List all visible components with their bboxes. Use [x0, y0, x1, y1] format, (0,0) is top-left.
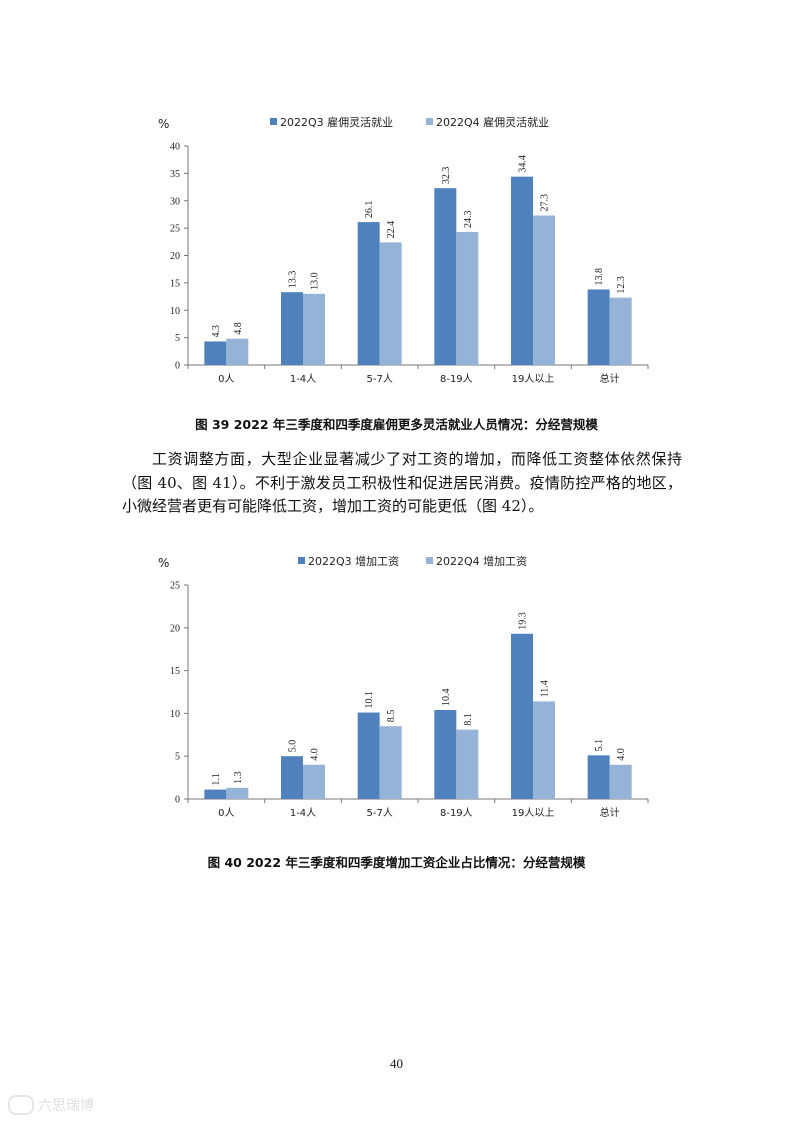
y-tick-label: 20	[170, 623, 180, 634]
legend-label: 2022Q4 增加工资	[436, 554, 527, 568]
figure-caption-40: 图 40 2022 年三季度和四季度增加工资企业占比情况：分经营规模	[207, 855, 586, 870]
bar	[379, 242, 402, 365]
chart-fig40: % 2022Q3 增加工资 2022Q4 增加工资 0 5 10 15 20 25 0人 1.1 1.…	[150, 545, 670, 830]
bar	[281, 292, 303, 365]
x-tick-label: 8-19人	[440, 807, 473, 819]
data-label: 8.5	[386, 710, 397, 723]
y-tick-label: 35	[170, 169, 180, 180]
y-tick-label: 5	[175, 752, 180, 763]
bar	[587, 289, 610, 365]
bar	[533, 701, 555, 799]
y-unit-label: %	[158, 556, 169, 570]
data-label: 11.4	[540, 680, 551, 697]
bar	[357, 712, 380, 799]
data-label: 34.4	[518, 155, 529, 173]
bar	[379, 726, 402, 799]
data-label: 32.3	[441, 167, 452, 185]
data-label: 1.1	[211, 773, 222, 786]
y-tick-label: 0	[175, 361, 180, 372]
y-tick-label: 0	[175, 795, 180, 806]
page-number: 40	[390, 1056, 403, 1071]
data-label: 4.0	[616, 748, 627, 761]
watermark: 六思瑞博	[8, 1095, 94, 1115]
bar	[434, 709, 457, 799]
bar	[303, 764, 325, 799]
bar	[587, 755, 610, 799]
data-label: 27.3	[540, 194, 551, 212]
y-tick-label: 25	[170, 224, 180, 235]
bar	[357, 222, 380, 365]
y-tick-label: 15	[170, 278, 180, 289]
data-label: 13.0	[310, 272, 321, 290]
x-tick-label: 0人	[218, 807, 234, 819]
bar	[204, 789, 227, 799]
y-tick-label: 15	[170, 666, 180, 677]
body-paragraph: 工资调整方面，大型企业显著减少了对工资的增加，而降低工资整体依然保持（图 40、…	[122, 450, 682, 515]
y-tick-label: 40	[170, 142, 180, 153]
x-tick-label: 总计	[600, 806, 620, 819]
chart-fig40-svg: % 2022Q3 增加工资 2022Q4 增加工资 0 5 10 15 20 25 0人 1.1 1.…	[158, 554, 649, 819]
bar	[434, 188, 457, 365]
data-label: 10.1	[364, 691, 375, 709]
bar	[204, 341, 227, 365]
bar	[226, 338, 249, 365]
x-tick-label: 总计	[600, 372, 620, 385]
x-tick-label: 8-19人	[440, 373, 473, 385]
data-label: 5.1	[594, 739, 605, 752]
x-tick-label: 0人	[218, 373, 234, 385]
data-label: 4.0	[310, 748, 321, 761]
y-tick-label: 25	[170, 581, 180, 592]
legend-swatch	[298, 557, 305, 564]
legend-swatch	[426, 557, 433, 564]
legend-swatch	[426, 118, 433, 125]
bar	[226, 787, 249, 799]
watermark-logo-icon	[8, 1095, 34, 1115]
x-tick-label: 5-7人	[366, 807, 392, 819]
data-label: 10.4	[441, 688, 452, 706]
bar	[303, 293, 325, 365]
data-label: 4.8	[233, 322, 244, 335]
y-tick-label: 10	[170, 709, 180, 720]
bar	[609, 297, 632, 365]
data-label: 1.3	[233, 771, 244, 784]
x-tick-label: 19人以上	[512, 807, 555, 819]
x-tick-label: 19人以上	[512, 373, 555, 385]
legend-label: 2022Q3 雇佣灵活就业	[280, 115, 393, 129]
bar	[456, 729, 479, 799]
data-label: 12.3	[616, 276, 627, 294]
bar	[281, 756, 303, 799]
bar	[456, 231, 479, 365]
y-tick-label: 30	[170, 196, 180, 207]
data-label: 24.3	[463, 210, 474, 228]
y-tick-label: 20	[170, 251, 180, 262]
chart-fig39: % 2022Q3 雇佣灵活就业 2022Q4 雇佣灵活就业 0 5 10 15 20 25 30 3…	[150, 100, 670, 400]
data-label: 19.3	[518, 612, 529, 630]
x-tick-label: 5-7人	[366, 373, 392, 385]
x-tick-label: 1-4人	[290, 807, 316, 819]
y-tick-label: 5	[175, 333, 180, 344]
legend-label: 2022Q4 雇佣灵活就业	[436, 115, 549, 129]
x-tick-label: 1-4人	[290, 373, 316, 385]
legend-label: 2022Q3 增加工资	[308, 554, 399, 568]
y-tick-label: 10	[170, 306, 180, 317]
data-label: 8.1	[463, 713, 474, 726]
bar	[511, 176, 533, 365]
watermark-text: 六思瑞博	[38, 1098, 94, 1114]
data-label: 26.1	[364, 201, 375, 219]
y-unit-label: %	[158, 117, 169, 131]
data-label: 4.3	[211, 325, 222, 338]
bar	[511, 633, 533, 799]
data-label: 22.4	[386, 221, 397, 239]
bar	[609, 764, 632, 799]
figure-caption-39: 图 39 2022 年三季度和四季度雇佣更多灵活就业人员情况：分经营规模	[195, 417, 598, 432]
data-label: 13.8	[594, 268, 605, 286]
bar	[533, 215, 555, 365]
data-label: 13.3	[288, 271, 299, 289]
chart-fig39-svg: % 2022Q3 雇佣灵活就业 2022Q4 雇佣灵活就业 0 5 10 15 20 25 30 3…	[158, 115, 649, 385]
legend-swatch	[270, 118, 277, 125]
data-label: 5.0	[288, 740, 299, 753]
